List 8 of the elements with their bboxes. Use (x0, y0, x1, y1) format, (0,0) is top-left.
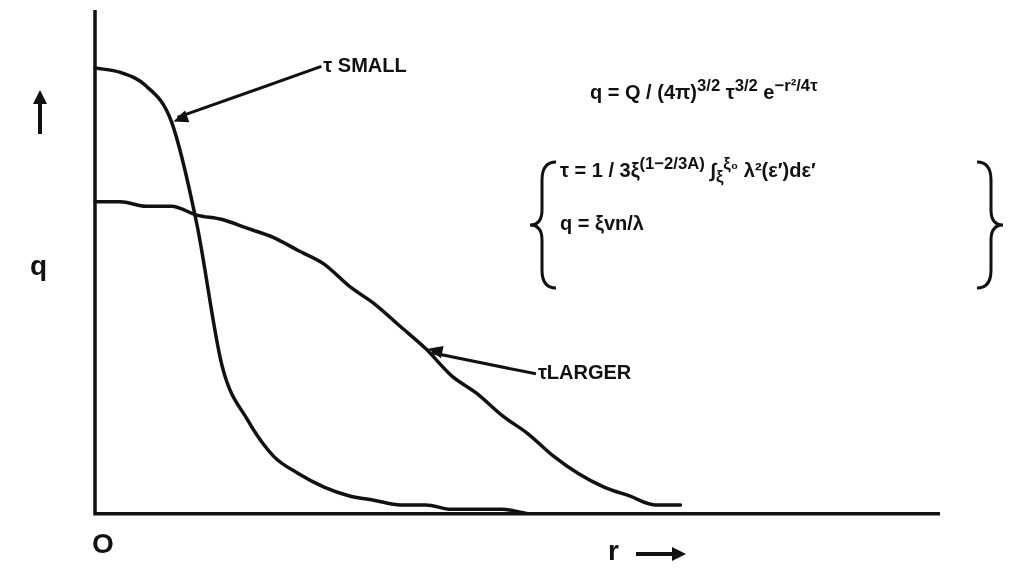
x-axis-title: r (608, 535, 619, 567)
text: τLARGER (537, 361, 632, 384)
y-axis-title: q (30, 250, 48, 282)
text: O (92, 528, 114, 560)
text: τ SMALL (323, 53, 407, 76)
annotation: τ = 1 / 3ξ$^{(1−2/3A)}$ ∫$_{ξ}$$^{ξ₀}$ λ²(ε′)dε′ (560, 153, 817, 187)
annotation: q = Q / (4π)$^{3/2}$ τ$^{3/2}$ e$^{−r²/4τ}$ (590, 76, 818, 104)
annotation: q = ξvn/λ (560, 212, 645, 236)
